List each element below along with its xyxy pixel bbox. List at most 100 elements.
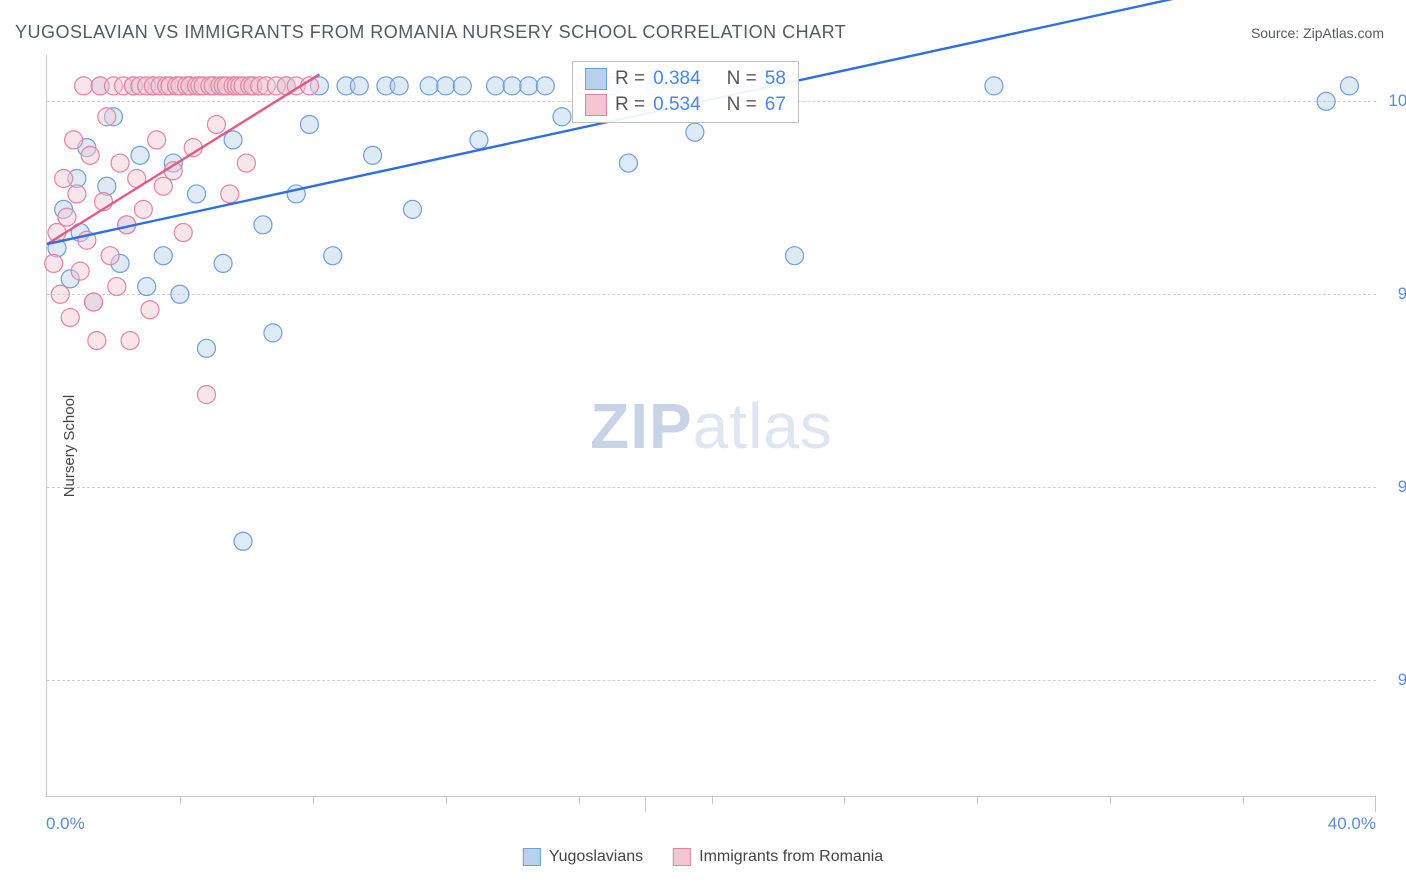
data-point-series2 <box>61 308 79 326</box>
data-point-series1 <box>224 131 242 149</box>
data-point-series2 <box>207 115 225 133</box>
data-point-series2 <box>148 131 166 149</box>
data-point-series1 <box>453 77 471 95</box>
data-point-series2 <box>55 170 73 188</box>
stats-n-value-series2: 67 <box>765 94 786 116</box>
legend-item-series1: Yugoslavians <box>523 848 643 866</box>
data-point-series1 <box>686 123 704 141</box>
y-tick-label: 92.5% <box>1384 670 1406 690</box>
data-point-series2 <box>88 332 106 350</box>
data-point-series1 <box>188 185 206 203</box>
stats-row-series1: R = 0.384 N = 58 <box>585 66 786 92</box>
data-point-series2 <box>71 262 89 280</box>
legend-label-series1: Yugoslavians <box>549 848 643 866</box>
data-point-series1 <box>403 200 421 218</box>
data-point-series2 <box>121 332 139 350</box>
stats-r-label-2: R = <box>615 94 645 116</box>
data-point-series1 <box>197 339 215 357</box>
stats-r-value-series2: 0.534 <box>653 94 701 116</box>
x-tick-end <box>1375 796 1376 812</box>
stats-swatch-series2 <box>585 94 607 116</box>
data-point-series1 <box>503 77 521 95</box>
stats-row-series2: R = 0.534 N = 67 <box>585 92 786 118</box>
data-point-series1 <box>786 247 804 265</box>
chart-container: YUGOSLAVIAN VS IMMIGRANTS FROM ROMANIA N… <box>0 0 1406 892</box>
legend-item-series2: Immigrants from Romania <box>673 848 883 866</box>
x-tick <box>180 796 181 804</box>
data-point-series2 <box>51 285 69 303</box>
data-point-series2 <box>85 293 103 311</box>
data-point-series2 <box>45 254 63 272</box>
stats-n-label-2: N = <box>727 94 757 116</box>
data-point-series2 <box>58 208 76 226</box>
data-point-series1 <box>234 532 252 550</box>
data-point-series1 <box>254 216 272 234</box>
y-tick-label: 97.5% <box>1384 284 1406 304</box>
data-point-series2 <box>221 185 239 203</box>
legend-label-series2: Immigrants from Romania <box>699 848 883 866</box>
data-point-series1 <box>553 108 571 126</box>
data-point-series1 <box>437 77 455 95</box>
plot-svg <box>47 55 1376 796</box>
data-point-series1 <box>1317 92 1335 110</box>
data-point-series1 <box>619 154 637 172</box>
y-tick-label: 95.0% <box>1384 477 1406 497</box>
data-point-series1 <box>420 77 438 95</box>
data-point-series1 <box>98 177 116 195</box>
x-axis-start-label: 0.0% <box>46 814 85 834</box>
data-point-series2 <box>197 386 215 404</box>
legend-swatch-series2 <box>673 848 691 866</box>
legend-swatch-series1 <box>523 848 541 866</box>
plot-area: ZIPatlas R = 0.384 N = 58 R = 0.534 N = … <box>46 55 1376 797</box>
data-point-series1 <box>487 77 505 95</box>
data-point-series2 <box>154 177 172 195</box>
stats-box: R = 0.384 N = 58 R = 0.534 N = 67 <box>572 61 799 123</box>
data-point-series2 <box>108 278 126 296</box>
x-tick-major <box>645 796 646 812</box>
data-point-series2 <box>174 224 192 242</box>
x-tick <box>977 796 978 804</box>
x-axis-end-label: 40.0% <box>1328 814 1376 834</box>
source-name: ZipAtlas.com <box>1303 25 1384 41</box>
data-point-series1 <box>324 247 342 265</box>
legend: Yugoslavians Immigrants from Romania <box>523 848 883 866</box>
data-point-series1 <box>985 77 1003 95</box>
stats-swatch-series1 <box>585 68 607 90</box>
x-tick <box>844 796 845 804</box>
data-point-series2 <box>134 200 152 218</box>
source-attribution: Source: ZipAtlas.com <box>1251 25 1384 41</box>
data-point-series1 <box>154 247 172 265</box>
data-point-series1 <box>536 77 554 95</box>
x-tick <box>313 796 314 804</box>
source-prefix: Source: <box>1251 25 1303 41</box>
data-point-series1 <box>138 278 156 296</box>
data-point-series2 <box>68 185 86 203</box>
data-point-series1 <box>350 77 368 95</box>
data-point-series1 <box>364 146 382 164</box>
data-point-series1 <box>264 324 282 342</box>
data-point-series2 <box>111 154 129 172</box>
y-tick-label: 100.0% <box>1384 91 1406 111</box>
chart-title: YUGOSLAVIAN VS IMMIGRANTS FROM ROMANIA N… <box>15 22 846 43</box>
data-point-series1 <box>214 254 232 272</box>
data-point-series1 <box>1340 77 1358 95</box>
stats-n-label: N = <box>727 68 757 90</box>
data-point-series1 <box>520 77 538 95</box>
data-point-series2 <box>101 247 119 265</box>
x-tick <box>1110 796 1111 804</box>
data-point-series2 <box>75 77 93 95</box>
stats-r-value-series1: 0.384 <box>653 68 701 90</box>
data-point-series2 <box>81 146 99 164</box>
x-tick <box>1243 796 1244 804</box>
data-point-series2 <box>65 131 83 149</box>
data-point-series2 <box>237 154 255 172</box>
data-point-series2 <box>98 108 116 126</box>
stats-n-value-series1: 58 <box>765 68 786 90</box>
x-tick <box>579 796 580 804</box>
x-tick <box>712 796 713 804</box>
stats-r-label: R = <box>615 68 645 90</box>
x-tick <box>446 796 447 804</box>
data-point-series1 <box>300 115 318 133</box>
data-point-series1 <box>171 285 189 303</box>
data-point-series1 <box>131 146 149 164</box>
